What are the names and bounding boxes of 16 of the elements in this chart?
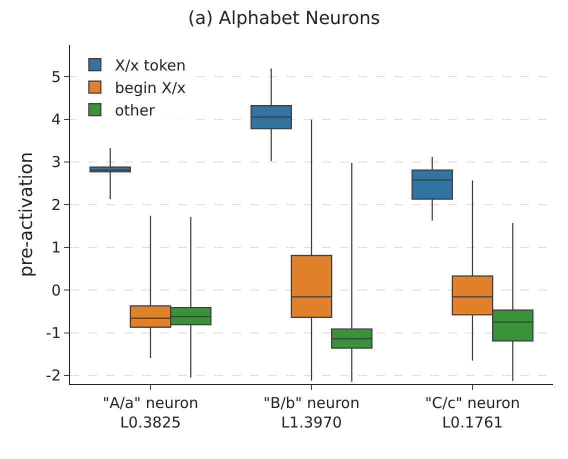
x-tick-label: "A/a" neuron L0.3825 — [102, 394, 198, 432]
chart-title: (a) Alphabet Neurons — [188, 8, 380, 30]
x-tick-label: "C/c" neuron L0.1761 — [424, 394, 520, 432]
y-tick-label: 3 — [51, 153, 61, 172]
y-tick-label: 4 — [51, 110, 61, 129]
x-tick-label: "B/b" neuron L1.3970 — [263, 394, 360, 432]
y-tick-label: 1 — [51, 238, 61, 257]
y-tick-label: -1 — [46, 324, 61, 342]
legend-label: other — [114, 101, 156, 120]
y-tick-label: 2 — [51, 196, 61, 214]
legend-label: X/x token — [114, 56, 186, 74]
legend-label: begin X/x — [114, 78, 186, 97]
y-tick-label: -2 — [46, 366, 61, 385]
y-axis-title: pre-activation — [16, 152, 38, 278]
y-tick-label: 5 — [51, 68, 61, 86]
y-tick-label: 0 — [51, 281, 61, 300]
